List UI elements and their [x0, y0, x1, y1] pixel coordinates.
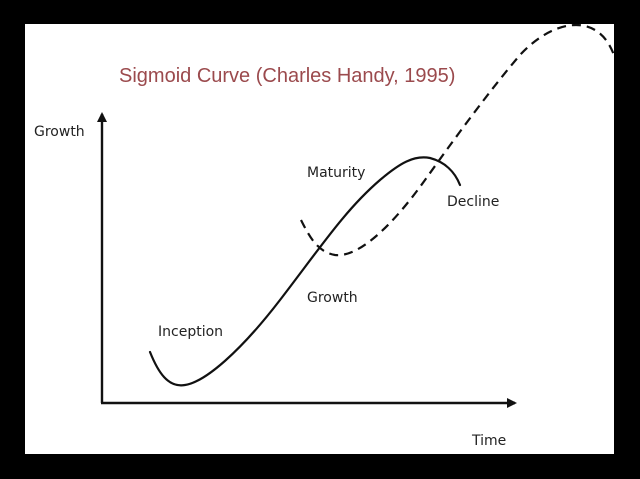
stage-label-growth: Growth [307, 290, 358, 306]
stage-label-maturity: Maturity [307, 165, 365, 181]
slide [25, 24, 614, 454]
second-sigmoid-curve [300, 23, 616, 257]
first-sigmoid-curve [148, 156, 462, 387]
y-axis-label: Growth [34, 124, 85, 140]
x-axis-label: Time [471, 433, 506, 449]
diagram-title: Sigmoid Curve (Charles Handy, 1995) [119, 65, 455, 87]
stage-label-decline: Decline [447, 194, 499, 210]
stage-label-inception: Inception [158, 324, 223, 340]
